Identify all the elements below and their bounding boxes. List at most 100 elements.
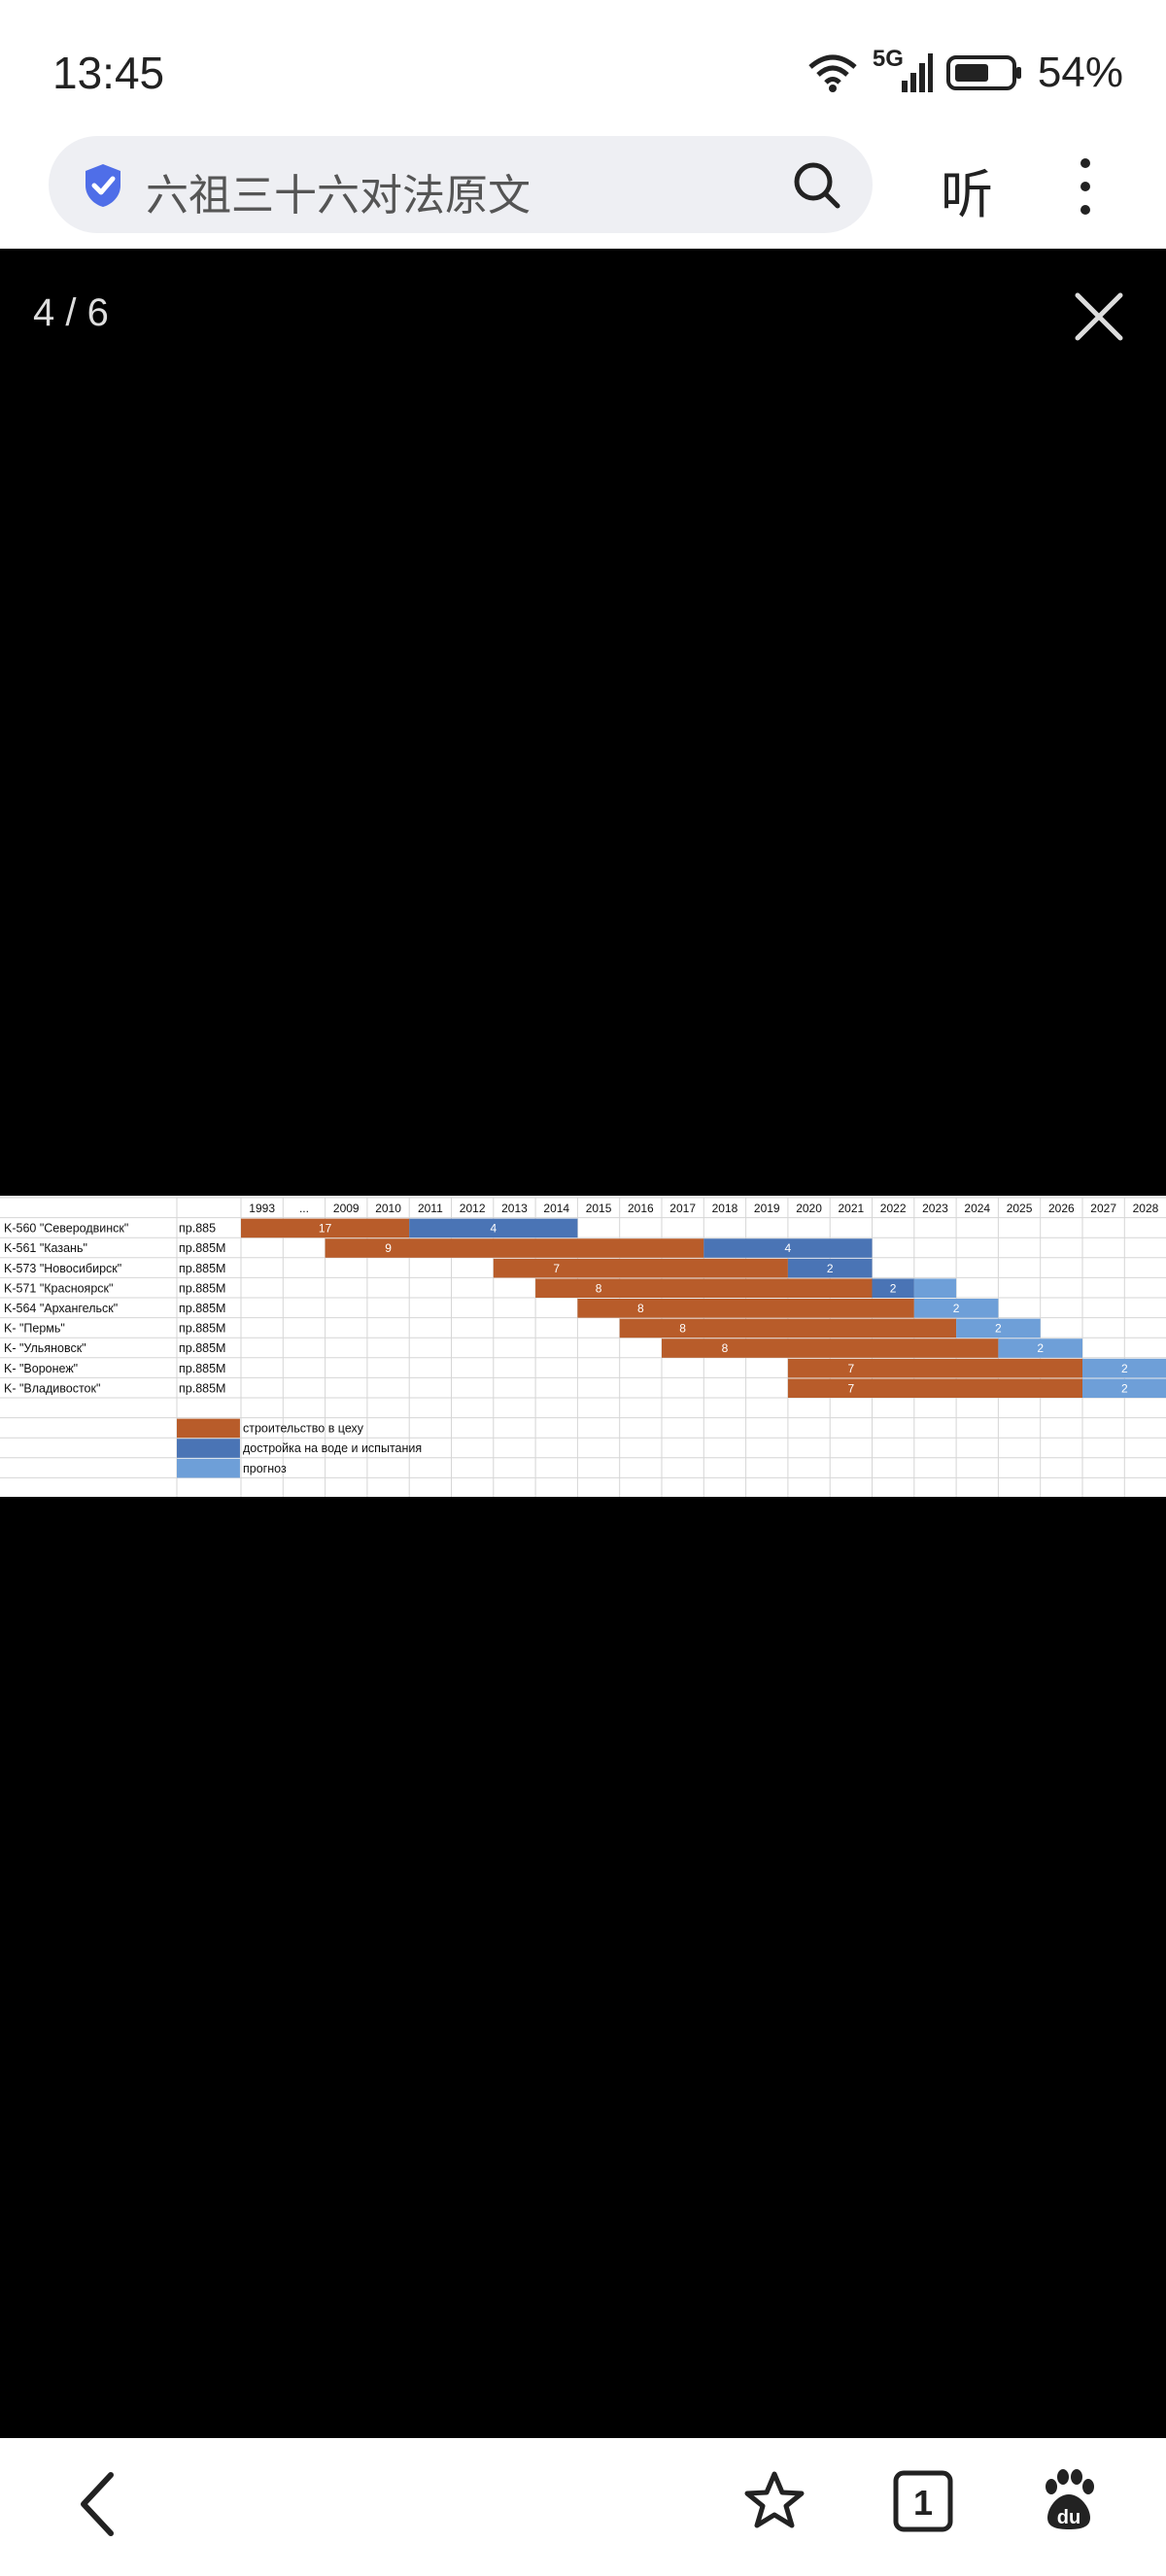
bar-construction [325,1238,704,1258]
project-code: пр.885M [179,1341,225,1355]
bar-construction [241,1218,410,1238]
bar-label: 2 [953,1302,960,1315]
year-header: 2021 [838,1202,864,1215]
year-header: 1993 [249,1202,275,1215]
project-code: пр.885M [179,1322,225,1336]
year-header: 2018 [712,1202,738,1215]
bar-label: 2 [827,1262,834,1275]
bar-label: 8 [596,1281,602,1295]
year-header: 2020 [796,1202,822,1215]
back-icon[interactable] [76,2469,119,2539]
bar-forecast [913,1299,999,1318]
bar-label: 8 [637,1302,644,1315]
year-header: 2013 [501,1202,528,1215]
year-header: 2026 [1048,1202,1075,1215]
project-code: пр.885M [179,1362,225,1375]
network-type: 5G [872,46,904,72]
bar-construction [577,1299,914,1318]
bar-label: 4 [785,1241,792,1255]
wifi-icon [808,54,857,92]
vessel-name: K-573 "Новосибирск" [4,1262,121,1275]
bar-construction [493,1258,788,1278]
bar-label: 17 [319,1222,332,1236]
schedule-chart: 1993... 2009 2010 2011 2012 2013 2014 2015 2016 2… [0,1197,1166,1497]
status-bar: 13:45 5G 54% [0,0,1166,136]
year-header: 2012 [460,1202,486,1215]
status-icons: 5G 54% [806,46,1123,97]
bar-forecast [913,1278,957,1298]
baidu-paw-icon[interactable]: du [1040,2469,1098,2533]
year-header: 2019 [754,1202,780,1215]
bar-label: 2 [890,1281,897,1295]
project-code: пр.885M [179,1262,225,1275]
year-header: ... [299,1202,309,1215]
search-query[interactable]: 六祖三十六对法原文 [146,172,531,220]
year-header: 2014 [543,1202,569,1215]
year-header: 2015 [586,1202,612,1215]
year-header: 2016 [628,1202,654,1215]
year-header: 2027 [1090,1202,1116,1215]
bar-construction [787,1378,1082,1398]
bar-label: 2 [1037,1341,1044,1355]
year-header: 2010 [375,1202,401,1215]
year-header: 2009 [333,1202,360,1215]
vessel-name: K- "Ульяновск" [4,1341,86,1355]
status-time: 13:45 [52,48,165,98]
vessel-name: K- "Владивосток" [4,1381,100,1395]
bar-construction [662,1339,999,1358]
project-code: пр.885M [179,1381,225,1395]
more-menu-icon[interactable] [1069,155,1102,218]
bar-construction [619,1318,957,1339]
legend-label-outfitting: достройка на воде и испытания [243,1441,422,1455]
vessel-name: K-560 "Северодвинск" [4,1222,128,1236]
star-icon[interactable] [742,2469,806,2533]
bar-construction [787,1358,1082,1378]
listen-button[interactable]: 听 [941,166,993,224]
legend-swatch-construction [177,1418,240,1439]
tabs-icon[interactable]: 1 [892,2469,954,2533]
bar-label: 7 [848,1381,855,1395]
address-bar: 六祖三十六对法原文 听 [0,136,1166,249]
vessel-name: K- "Воронеж" [4,1362,78,1375]
bottom-toolbar: 1 du [0,2438,1166,2576]
project-code: пр.885M [179,1302,225,1315]
bar-forecast [1082,1358,1166,1378]
bar-label: 2 [1121,1381,1128,1395]
bar-forecast [956,1318,1041,1339]
search-box[interactable]: 六祖三十六对法原文 [49,136,873,233]
vessel-name: K-561 "Казань" [4,1241,87,1255]
project-code: пр.885M [179,1281,225,1295]
project-code: пр.885 [179,1222,216,1236]
bar-label: 8 [722,1341,729,1355]
image-counter: 4 / 6 [33,291,109,334]
signal-icon: 5G [873,46,933,94]
vessel-name: K-564 "Архангельск" [4,1302,118,1315]
battery-level: 54% [1037,49,1123,96]
bar-label: 2 [995,1322,1002,1336]
bar-label: 2 [1121,1362,1128,1375]
legend-label-forecast: прогноз [243,1462,287,1475]
bar-forecast [1082,1378,1166,1398]
project-code: пр.885M [179,1241,225,1255]
search-icon[interactable] [791,159,843,212]
battery-icon [945,55,1021,90]
shield-icon [86,164,120,207]
legend-label-construction: строительство в цеху [243,1422,364,1436]
legend-swatch-forecast [177,1458,240,1478]
svg-text:du: du [1057,2507,1080,2528]
schedule-image: 1993... 2009 2010 2011 2012 2013 2014 2015 2016 2… [0,1196,1166,1497]
year-header: 2022 [880,1202,907,1215]
year-header: 2017 [669,1202,696,1215]
year-header: 2025 [1007,1202,1033,1215]
bar-construction [535,1278,873,1298]
legend-swatch-outfitting [177,1439,240,1458]
bar-label: 8 [679,1322,686,1336]
close-icon[interactable] [1074,291,1124,342]
bar-forecast [998,1339,1082,1358]
svg-text:1: 1 [913,2483,933,2523]
vessel-name: K- "Пермь" [4,1322,65,1336]
year-header: 2011 [418,1202,443,1215]
year-header: 2024 [964,1202,990,1215]
bar-label: 7 [848,1362,855,1375]
year-header: 2028 [1133,1202,1159,1215]
